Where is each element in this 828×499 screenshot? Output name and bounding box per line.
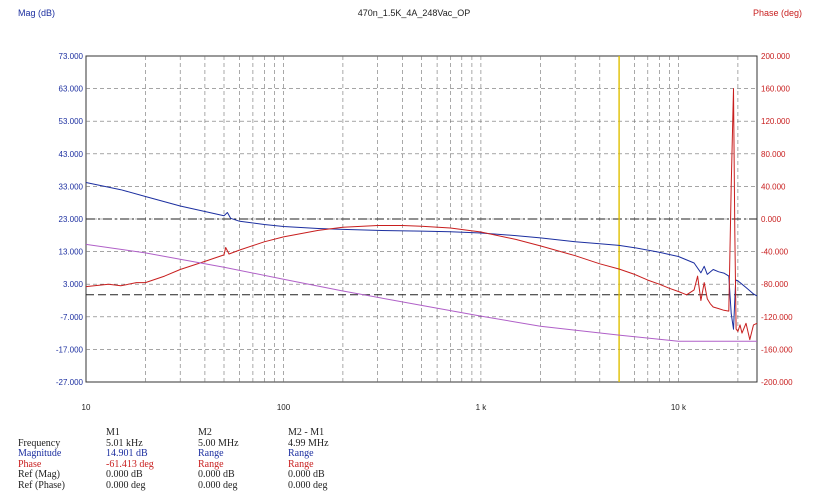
x-tick-label: 100 — [277, 403, 291, 412]
y-tick-label-left: -17.000 — [56, 345, 84, 354]
diff-value: Range — [288, 458, 314, 470]
m2-value: Range — [198, 458, 224, 470]
diff-value: 0.000 deg — [288, 479, 328, 491]
y-tick-label-right: 160.000 — [761, 85, 790, 94]
y-tick-label-left: 53.000 — [59, 117, 84, 126]
y-tick-label-right: -120.000 — [761, 313, 793, 322]
y-tick-label-left: 43.000 — [59, 150, 84, 159]
y-tick-label-left: -27.000 — [56, 378, 84, 387]
row-label: Magnitude — [18, 448, 62, 460]
y-tick-label-left: 13.000 — [59, 248, 84, 257]
y-tick-label-right: -200.000 — [761, 378, 793, 387]
x-tick-label: 10 k — [671, 403, 687, 412]
y-tick-label-right: 40.000 — [761, 182, 786, 191]
row-label: Ref (Mag) — [18, 469, 60, 481]
m1-value: 0.000 dB — [106, 469, 143, 481]
y-tick-label-left: 73.000 — [59, 52, 84, 61]
row-label: Phase — [18, 458, 42, 470]
m1-value: 14.901 dB — [106, 448, 148, 460]
y-tick-label-right: -80.000 — [761, 280, 789, 289]
m2-value: Range — [198, 448, 224, 460]
y-tick-label-right: 120.000 — [761, 117, 790, 126]
y-tick-label-left: -7.000 — [60, 313, 83, 322]
phase-axis-title: Phase (deg) — [752, 8, 802, 18]
row-label: Ref (Phase) — [18, 479, 65, 491]
x-tick-label: 10 — [82, 403, 91, 412]
column-header-m1: M1 — [106, 427, 120, 438]
bode-plot: 73.000 63.000 53.000 43.000 33.000 23.000 13.0… — [56, 52, 793, 412]
y-tick-label-left: 63.000 — [59, 85, 84, 94]
diff-value: Range — [288, 448, 314, 460]
m1-value: 5.01 kHz — [106, 437, 143, 449]
y-tick-label-left: 23.000 — [59, 215, 84, 224]
y-tick-label-right: 80.000 — [761, 150, 786, 159]
mag-axis-title: Mag (dB) — [18, 8, 56, 18]
y-tick-label-left: 3.000 — [63, 280, 84, 289]
y-tick-label-right: -160.000 — [761, 345, 793, 354]
plot-title: 470n_1.5K_4A_248Vac_OP — [357, 8, 471, 18]
diff-value: 0.000 dB — [288, 469, 325, 481]
row-label: Frequency — [18, 437, 61, 449]
m1-value: 0.000 deg — [106, 479, 146, 491]
magnitude-trace — [85, 182, 758, 330]
column-header-diff: M2 - M1 — [288, 427, 325, 438]
reference-trace — [85, 243, 757, 342]
diff-value: 4.99 MHz — [288, 437, 329, 449]
m1-value: -61.413 deg — [106, 458, 154, 470]
y-tick-label-left: 33.000 — [59, 182, 84, 191]
m2-value: 0.000 dB — [198, 469, 235, 481]
x-tick-label: 1 k — [476, 403, 488, 412]
y-tick-label-right: -40.000 — [761, 248, 789, 257]
m2-value: 5.00 MHz — [198, 437, 239, 449]
column-header-m2: M2 — [198, 427, 212, 438]
phase-trace — [85, 88, 758, 341]
m2-value: 0.000 deg — [198, 479, 238, 491]
y-tick-label-right: 0.000 — [761, 215, 782, 224]
y-tick-label-right: 200.000 — [761, 52, 790, 61]
